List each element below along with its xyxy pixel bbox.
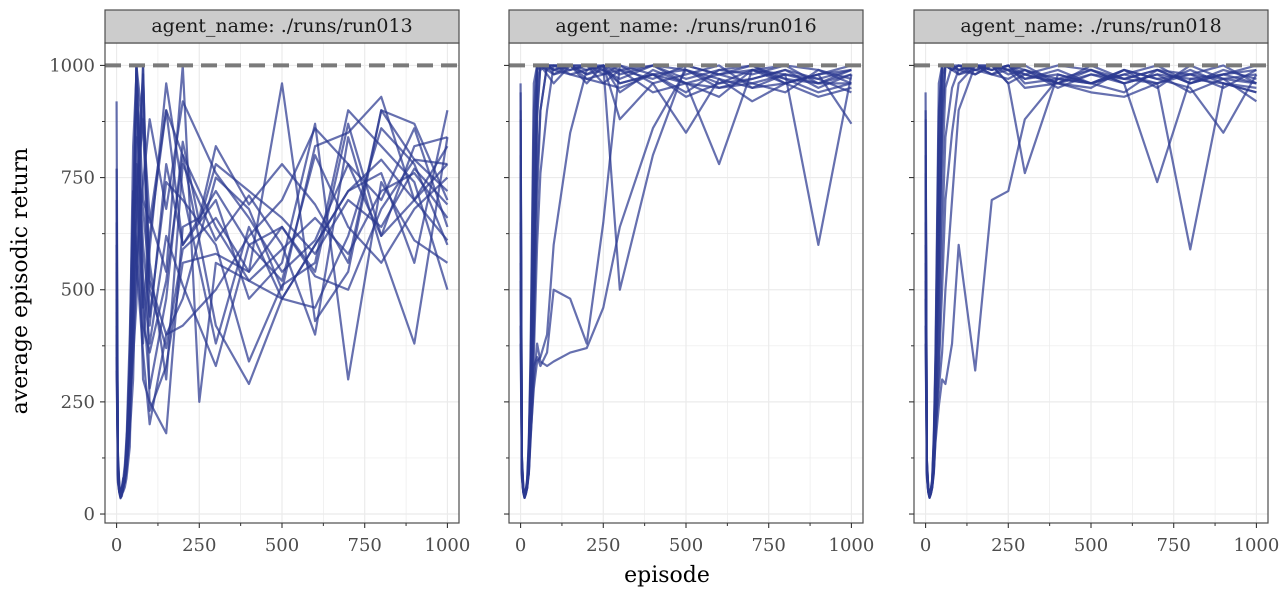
series-line-16: [115, 82, 449, 498]
y-tick-label: 500: [61, 280, 95, 301]
y-tick-label: 1000: [49, 55, 95, 76]
series-lines: [924, 64, 1258, 499]
x-tick-label: 750: [752, 535, 786, 556]
facet-panel-2: agent_name: ./runs/run016 0 250 500 750 1000: [504, 9, 874, 556]
series-line-13: [924, 64, 1257, 497]
x-tick-label: 0: [515, 535, 526, 556]
facet-strip: [913, 9, 1269, 44]
x-tick-label: 250: [182, 535, 216, 556]
x-axis-title: episode: [624, 563, 710, 588]
x-tick-label: 1000: [829, 535, 875, 556]
x-tick-label: 500: [265, 535, 299, 556]
x-tick-label: 250: [586, 535, 620, 556]
series-lines: [115, 64, 449, 500]
facet-strip-label: agent_name: ./runs/run013: [151, 15, 412, 37]
y-axis-ticks: [504, 64, 509, 515]
facet-strip-label: agent_name: ./runs/run016: [555, 15, 816, 37]
x-tick-label: 1000: [1234, 535, 1280, 556]
x-tick-label: 750: [1157, 535, 1191, 556]
x-tick-label: 250: [991, 535, 1025, 556]
x-axis-ticks: 0 250 500 750 1000: [515, 523, 874, 556]
y-axis-title: average episodic return: [8, 148, 33, 415]
y-axis-ticks: [909, 64, 914, 515]
x-axis-ticks: 0 250 500 750 1000: [920, 523, 1279, 556]
facet-strip: [104, 9, 460, 44]
x-tick-label: 1000: [425, 535, 471, 556]
y-tick-label: 750: [61, 168, 95, 189]
series-line-14: [519, 64, 852, 498]
x-tick-label: 750: [348, 535, 382, 556]
x-tick-label: 0: [111, 535, 122, 556]
series-lines: [519, 64, 853, 499]
x-axis-ticks: 0 250 500 750 1000: [111, 523, 470, 556]
y-tick-label: 0: [84, 504, 95, 525]
facet-strip-label: agent_name: ./runs/run018: [960, 15, 1221, 37]
x-tick-label: 0: [920, 535, 931, 556]
x-tick-label: 500: [1074, 535, 1108, 556]
x-tick-label: 500: [669, 535, 703, 556]
facet-panel-3: agent_name: ./runs/run018 0 250 500 750 1000: [909, 9, 1279, 556]
y-tick-label: 250: [61, 392, 95, 413]
facet-strip: [508, 9, 864, 44]
y-axis-ticks: 0 250 500 750 1000: [49, 55, 105, 525]
